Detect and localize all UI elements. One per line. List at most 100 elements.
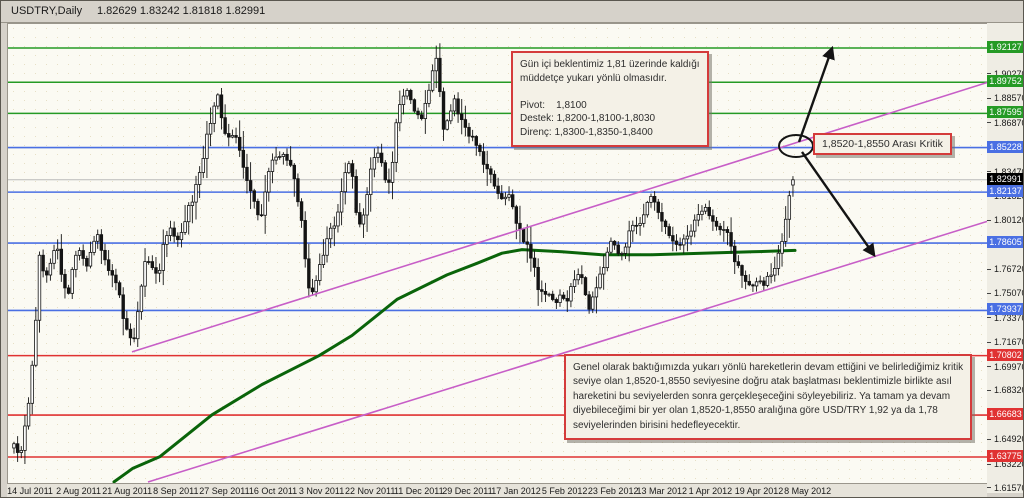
candle-body <box>310 287 315 293</box>
candle-body <box>278 156 282 158</box>
scenario-arrow-down[interactable] <box>801 151 876 258</box>
price-tick-label: 1.68320 <box>994 385 1024 396</box>
date-axis[interactable]: 14 Jul 2011 2 Aug 2011 21 Aug 2011 8 Sep 20… <box>7 483 987 497</box>
candle-body <box>223 117 227 134</box>
price-tick-label: 1.80120 <box>994 215 1024 226</box>
candle-body <box>85 258 89 267</box>
price-tick-label: 1.63220 <box>994 459 1024 469</box>
candle-body <box>376 152 380 158</box>
candle-body <box>146 261 151 263</box>
candle-body <box>783 218 788 242</box>
candle-body <box>409 90 413 101</box>
chart-plot-area[interactable] <box>7 23 988 484</box>
price-axis[interactable]: 1.902701.885701.868701.834701.818201.801… <box>987 23 1024 493</box>
candle-body <box>725 229 730 233</box>
candles-group[interactable] <box>12 43 795 465</box>
candle-body <box>565 298 569 302</box>
summary-annotation-box[interactable]: Genel olarak baktığımızda yukarı yönlü h… <box>564 354 973 441</box>
candle-body <box>252 190 256 202</box>
candle-body <box>765 275 770 286</box>
candle-body <box>689 230 693 237</box>
candle-body <box>671 235 675 242</box>
candle-body <box>591 296 595 310</box>
symbol-period-label: USDTRY,Daily <box>11 5 83 17</box>
candle-body <box>19 450 23 453</box>
candle-body <box>274 156 278 161</box>
candle-body <box>623 246 628 254</box>
scenario-arrow-up[interactable] <box>797 45 835 143</box>
candle-body <box>518 222 522 230</box>
candle-body <box>281 153 286 157</box>
candle-body <box>110 270 114 276</box>
candle-body <box>34 319 38 366</box>
candle-body <box>212 105 216 124</box>
upper-trendline[interactable] <box>131 81 987 353</box>
candle-body <box>540 289 544 292</box>
candle-body <box>361 214 366 225</box>
outlook-text-line: Destek: 1,8200-1,8100-1,8030 <box>520 113 656 125</box>
candle-body <box>179 232 184 241</box>
candle-body <box>583 277 588 296</box>
summary-text-line: hareketini bu seviyelerden sonra gerçekl… <box>573 390 951 402</box>
outlook-annotation-box[interactable]: Gün içi beklentimiz 1,81 üzerinde kaldığ… <box>511 51 709 147</box>
candle-body <box>787 195 792 220</box>
candle-body <box>81 250 85 259</box>
candle-body <box>547 293 551 296</box>
candle-body <box>463 119 468 128</box>
price-tick-mark <box>987 341 991 343</box>
price-tick-mark <box>987 219 991 221</box>
candle-body <box>328 227 333 240</box>
price-tick-label: 1.71670 <box>994 337 1024 348</box>
date-tick-label: 8 Sep 2011 <box>153 486 199 496</box>
critical-zone-label[interactable]: 1,8520-1,8550 Arası Kritik <box>813 133 952 155</box>
candle-body <box>594 287 599 298</box>
price-tick-label: 1.64920 <box>994 434 1024 445</box>
candle-body <box>696 214 701 221</box>
candle-body <box>270 159 275 172</box>
candle-body <box>707 206 711 217</box>
candle-body <box>663 220 668 228</box>
candle-body <box>350 163 355 177</box>
candle-body <box>743 274 748 282</box>
candle-body <box>401 95 406 105</box>
candle-body <box>358 212 362 225</box>
candle-body <box>197 172 202 185</box>
candle-body <box>256 200 260 216</box>
candle-body <box>543 290 548 295</box>
candle-body <box>441 91 446 130</box>
candle-body <box>318 264 322 281</box>
candle-body <box>500 193 504 200</box>
candle-body <box>234 135 238 138</box>
candle-body <box>103 249 107 261</box>
candle-body <box>554 299 559 303</box>
price-tick-label: 1.83470 <box>994 167 1023 177</box>
outlook-text-line: Gün içi beklentimiz 1,81 üzerinde kaldığ… <box>520 59 700 70</box>
candle-body <box>514 206 519 224</box>
candle-body <box>529 243 533 259</box>
candle-body <box>248 180 253 192</box>
lower-trendline[interactable] <box>147 220 987 483</box>
candle-body <box>642 214 646 224</box>
candle-body <box>219 94 224 119</box>
candle-body <box>489 168 493 175</box>
candle-body <box>521 228 526 243</box>
date-tick-label: 22 Nov 2011 <box>345 486 396 496</box>
blue-level-price-badge: 1.78605 <box>987 236 1023 249</box>
candle-body <box>365 194 369 216</box>
candle-body <box>612 240 617 246</box>
candle-body <box>587 294 591 310</box>
candle-body <box>66 287 71 294</box>
candle-body <box>507 194 511 198</box>
price-tick-mark <box>987 122 991 124</box>
candle-body <box>339 191 344 213</box>
candle-body <box>729 232 733 247</box>
candle-body <box>682 238 686 246</box>
candle-body <box>601 267 606 275</box>
candle-body <box>139 285 144 313</box>
candle-body <box>718 225 722 231</box>
date-tick-label: 16 Oct 2011 <box>248 486 298 496</box>
candle-body <box>700 210 704 215</box>
candle-body <box>190 201 195 206</box>
moving-average-line[interactable] <box>112 248 797 483</box>
